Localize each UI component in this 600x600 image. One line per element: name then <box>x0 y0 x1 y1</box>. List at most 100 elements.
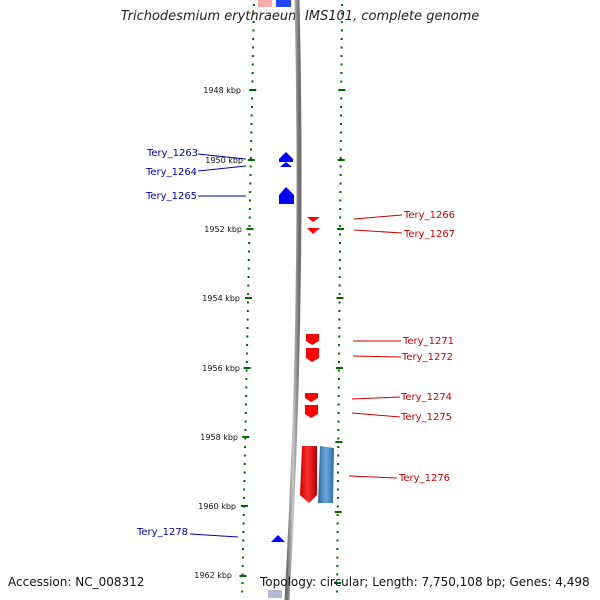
gene-arrow-tery-1266[interactable] <box>307 217 320 222</box>
scale-dot <box>338 335 341 338</box>
scale-dot <box>244 420 247 423</box>
scale-dot <box>251 80 254 83</box>
scale-dot <box>340 55 343 57</box>
gene-arrow-tery-1278[interactable] <box>271 535 285 542</box>
scale-dot <box>339 174 342 176</box>
scale-dot <box>250 131 253 134</box>
scale-tick <box>335 367 343 369</box>
scale-dot <box>337 369 340 372</box>
gene-label-tery-1275[interactable]: Tery_1275 <box>400 412 452 423</box>
scale-dot <box>340 97 343 100</box>
gene-label-tery-1267[interactable]: Tery_1267 <box>403 229 455 240</box>
scale-dot <box>336 539 339 542</box>
scale-dot <box>339 233 342 236</box>
scale-dot <box>338 318 341 321</box>
scale-dot <box>249 199 251 202</box>
scale-dot <box>339 191 342 193</box>
scale-dot <box>249 165 252 168</box>
scale-tick <box>337 159 345 161</box>
scale-dot <box>338 327 341 329</box>
scale-dot <box>337 420 340 423</box>
scale-dot <box>241 590 244 593</box>
scale-dot <box>242 514 245 516</box>
scale-tick <box>337 228 345 230</box>
scale-dot <box>338 310 341 312</box>
gene-arrow-tery-1271[interactable] <box>306 334 319 345</box>
scale-tick <box>240 505 248 507</box>
scale-tick <box>242 436 250 438</box>
scale-dot <box>336 514 339 516</box>
scale-dot <box>241 565 244 567</box>
gene-arrow-tery-1276[interactable] <box>300 446 317 503</box>
axis-tick-label: 1962 kbp <box>194 571 232 580</box>
scale-dot <box>340 21 343 23</box>
scale-dot <box>339 182 342 185</box>
scale-dot <box>244 446 247 448</box>
gene-label-tery-1264[interactable]: Tery_1264 <box>145 167 197 178</box>
scale-dot <box>339 199 342 202</box>
genome-summary-text: Topology: circular; Length: 7,750,108 bp… <box>260 575 590 589</box>
scale-dot <box>252 4 255 6</box>
scale-dot <box>250 106 253 108</box>
scale-dot <box>244 403 247 406</box>
scale-tick <box>246 228 254 230</box>
scale-dot <box>251 55 254 57</box>
gene-label-tery-1266[interactable]: Tery_1266 <box>403 210 455 221</box>
axis-tick-label: 1956 kbp <box>202 364 240 373</box>
scale-dot <box>245 386 248 389</box>
scale-dot <box>245 369 248 372</box>
scale-dot <box>338 267 341 270</box>
gene-arrow-tery-1264[interactable] <box>280 162 292 167</box>
scale-dot <box>340 38 343 40</box>
scale-dot <box>340 114 342 117</box>
gene-arrow-tery-1263[interactable] <box>279 152 293 162</box>
scale-dot <box>337 480 339 482</box>
scale-dot <box>337 463 340 465</box>
scale-dot <box>244 412 247 414</box>
scale-dot <box>250 148 252 151</box>
scale-dot <box>338 259 341 261</box>
scale-dot <box>246 310 249 312</box>
scale-dot <box>340 123 342 125</box>
scale-dot <box>336 505 339 508</box>
scale-tick <box>245 297 252 299</box>
gene-label-tery-1276[interactable]: Tery_1276 <box>398 473 450 484</box>
scale-dot <box>249 191 252 193</box>
gene-label-tery-1265[interactable]: Tery_1265 <box>145 191 197 202</box>
axis-tick-label: 1948 kbp <box>203 86 241 95</box>
scale-dot <box>339 225 342 227</box>
scale-dot <box>245 352 248 355</box>
scale-tick <box>334 582 342 584</box>
scale-dot <box>336 531 339 533</box>
gene-label-tery-1274[interactable]: Tery_1274 <box>400 392 452 403</box>
gene-arrow-tery-1274[interactable] <box>305 393 318 402</box>
gene-arrow-tery-1267[interactable] <box>307 228 320 234</box>
gene-arrow-tery-1265[interactable] <box>279 187 294 204</box>
scale-dot <box>340 29 343 32</box>
scale-dot <box>248 250 250 253</box>
scale-dot <box>245 361 248 363</box>
scale-dot <box>338 352 341 355</box>
right-leader-lines <box>348 214 403 479</box>
top-feature-red <box>258 0 272 7</box>
gene-arrow-tery-1275[interactable] <box>305 405 318 418</box>
scale-dot <box>337 471 340 474</box>
scale-dot <box>248 225 251 227</box>
scale-dot <box>245 395 248 397</box>
scale-dot <box>251 72 254 74</box>
bottom-feature-blue <box>268 590 282 598</box>
scale-dot <box>247 267 250 270</box>
scale-dot <box>250 140 253 142</box>
scale-dot <box>243 480 246 482</box>
scale-dot <box>337 454 340 457</box>
gene-label-tery-1278[interactable]: Tery_1278 <box>136 527 188 538</box>
gene-label-tery-1263[interactable]: Tery_1263 <box>146 148 198 159</box>
scale-dot <box>341 4 343 6</box>
gene-label-tery-1271[interactable]: Tery_1271 <box>402 336 454 347</box>
gene-label-tery-1272[interactable]: Tery_1272 <box>401 352 453 363</box>
gene-arrow-tery-1272[interactable] <box>306 348 319 362</box>
scale-dot <box>336 497 339 499</box>
scale-dot <box>250 114 253 117</box>
scale-dot <box>338 284 341 287</box>
scale-dot <box>340 63 343 66</box>
